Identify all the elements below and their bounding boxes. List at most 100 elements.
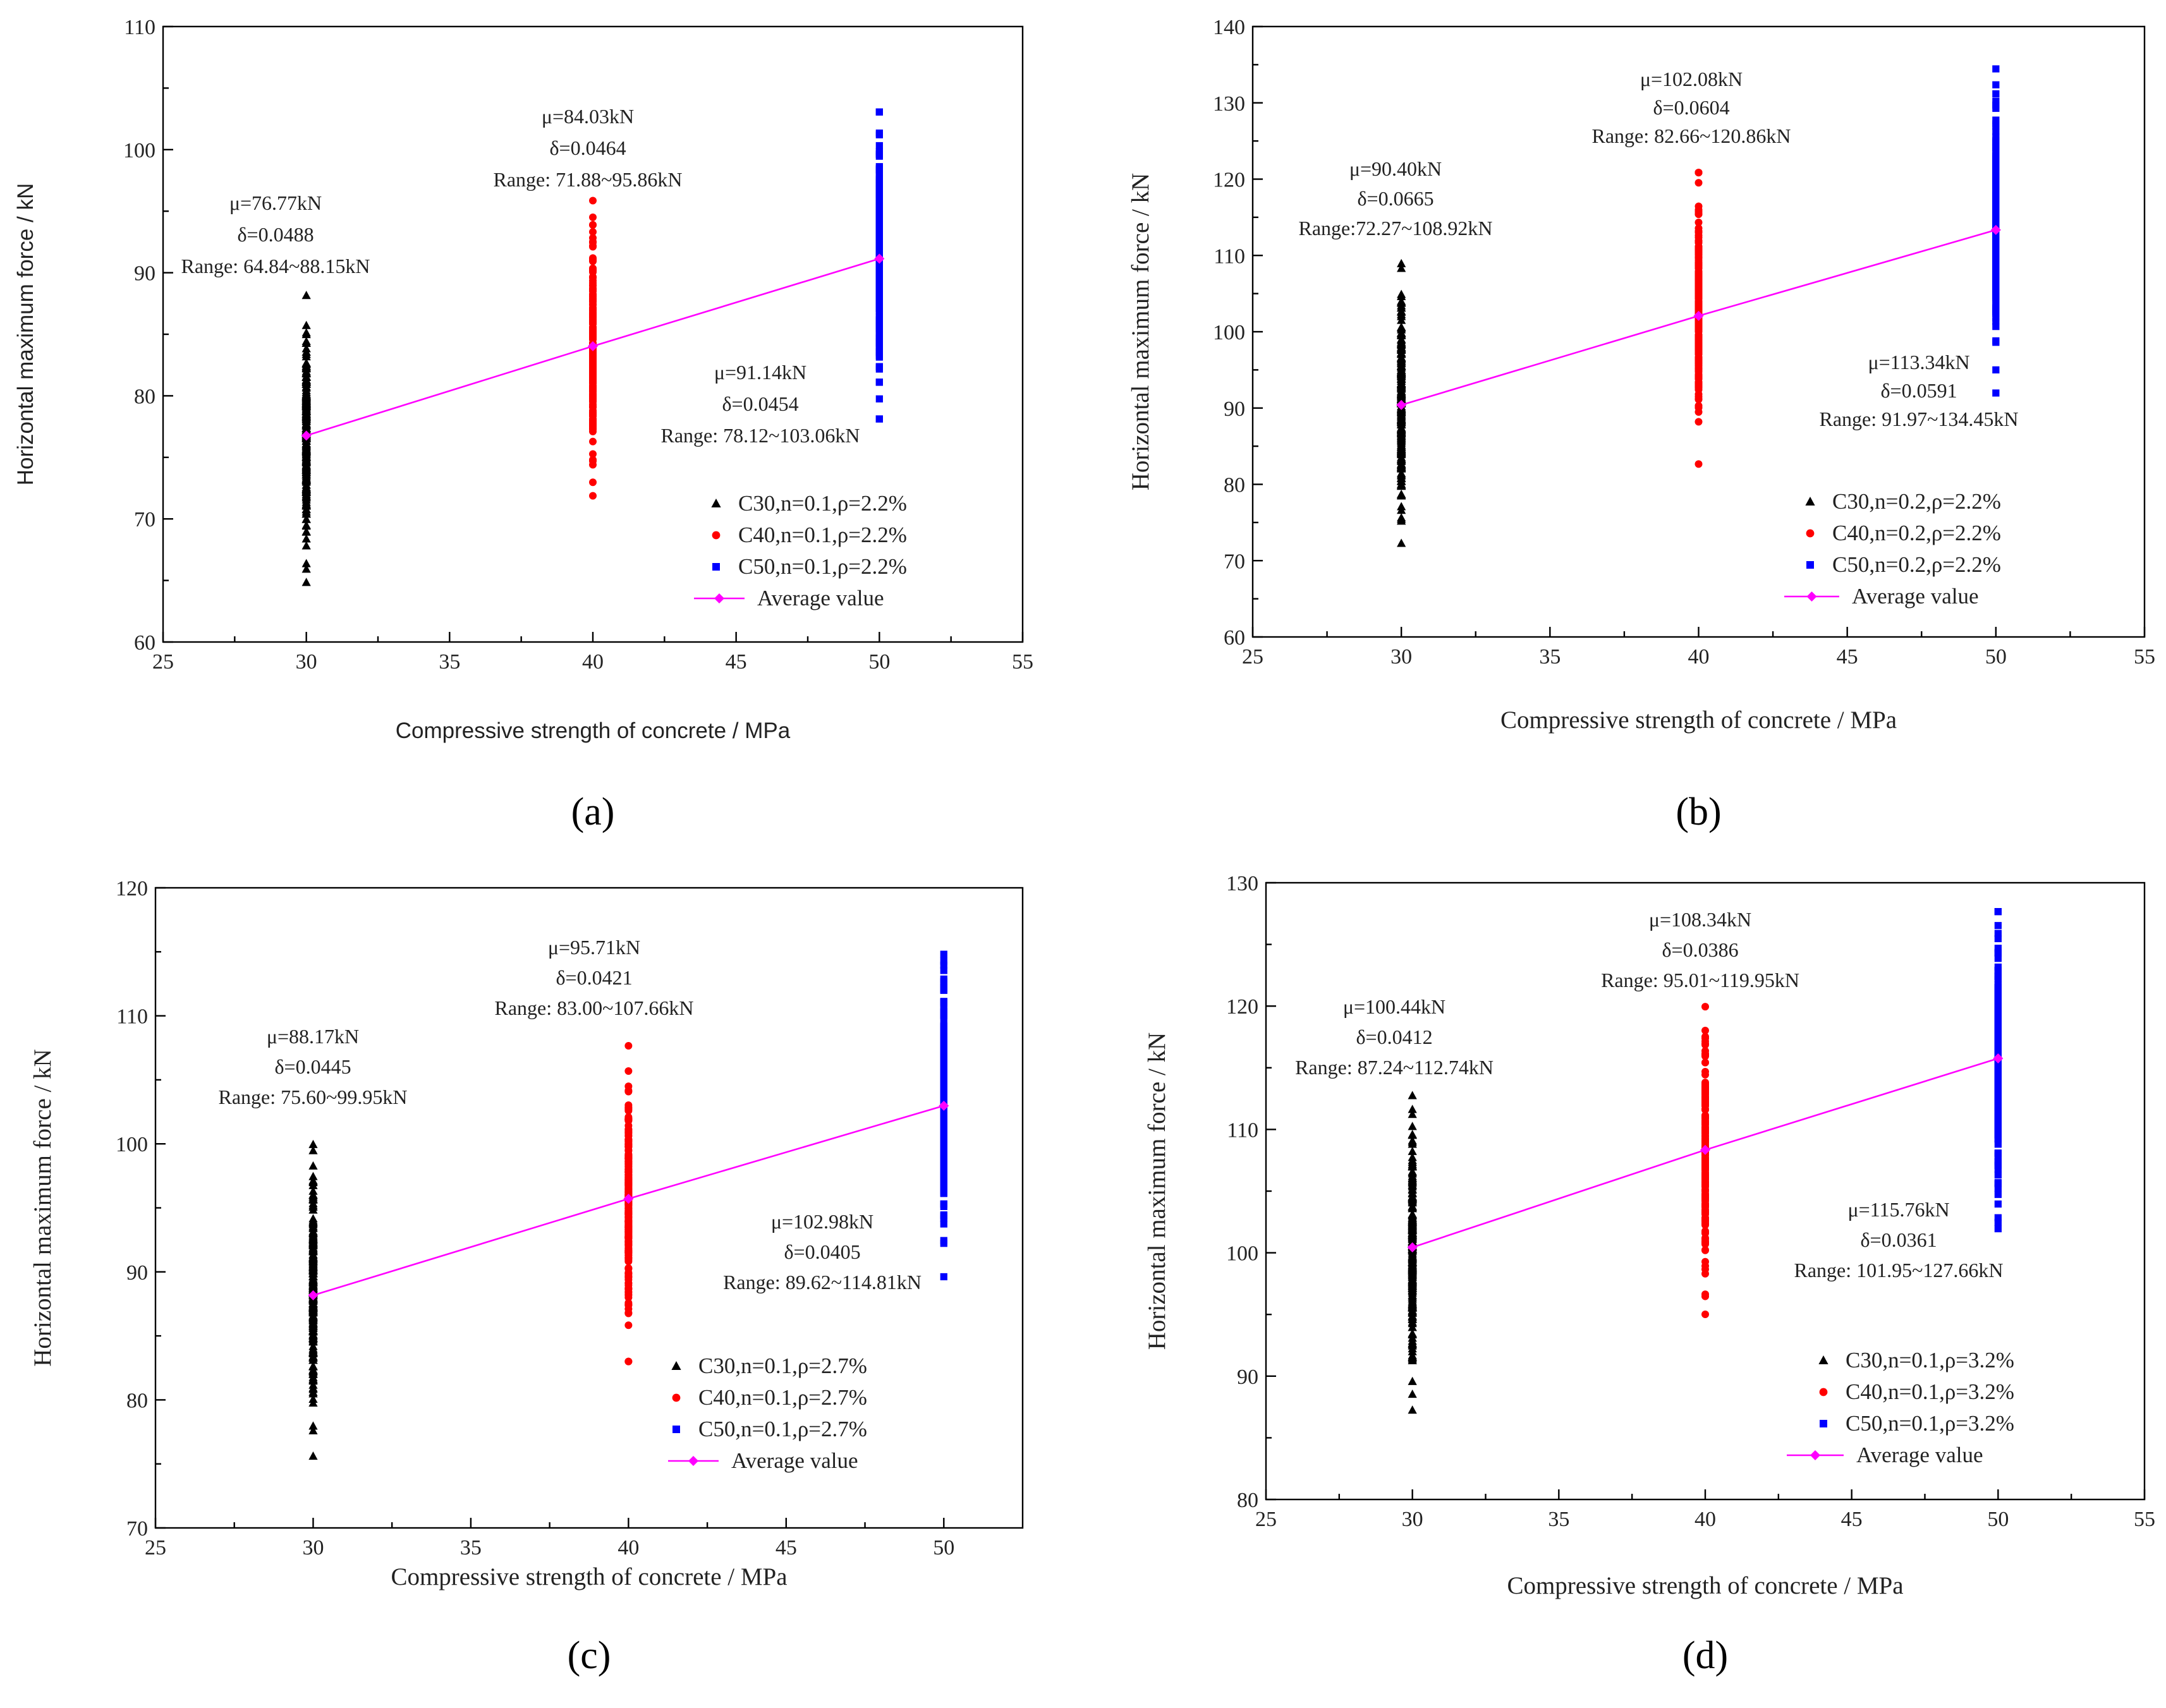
data-point bbox=[1408, 1219, 1417, 1228]
average-point bbox=[623, 1194, 634, 1204]
data-point bbox=[624, 1291, 633, 1299]
annotation-line: Range: 91.97~134.45kN bbox=[1819, 408, 2018, 430]
data-point bbox=[875, 129, 883, 137]
data-point bbox=[1994, 1161, 2002, 1169]
data-point bbox=[589, 403, 597, 411]
data-point bbox=[308, 1353, 318, 1362]
data-point bbox=[1397, 330, 1406, 339]
legend-average-label: Average value bbox=[1852, 584, 1978, 609]
data-point bbox=[1408, 1228, 1417, 1237]
data-point bbox=[301, 400, 311, 409]
data-point bbox=[1397, 258, 1406, 267]
data-point bbox=[875, 363, 883, 371]
y-tick-label: 90 bbox=[1224, 397, 1245, 421]
data-point bbox=[1994, 1184, 2002, 1192]
data-point bbox=[875, 217, 883, 224]
legend-average-marker bbox=[1810, 1450, 1820, 1460]
data-point bbox=[624, 1171, 633, 1179]
data-point bbox=[875, 237, 883, 245]
data-point bbox=[1694, 385, 1703, 394]
legend-average-label: Average value bbox=[731, 1448, 858, 1473]
x-tick-label: 55 bbox=[2134, 1508, 2155, 1531]
data-point bbox=[589, 437, 597, 445]
data-point bbox=[1992, 221, 2000, 228]
data-point bbox=[875, 305, 883, 312]
data-point bbox=[1408, 1237, 1417, 1245]
data-point bbox=[940, 1076, 947, 1084]
data-point bbox=[875, 233, 883, 241]
legend: C30,n=0.1,ρ=2.2% C40,n=0.1,ρ=2.2% C50,n=0.… bbox=[694, 491, 907, 610]
data-point bbox=[301, 564, 311, 573]
data-point bbox=[1408, 1264, 1417, 1273]
data-point bbox=[1992, 366, 2000, 373]
data-point bbox=[1694, 404, 1703, 412]
annotation-line: Range: 95.01~119.95kN bbox=[1601, 969, 1799, 991]
data-point bbox=[875, 244, 883, 251]
annotation-line: Range: 83.00~107.66kN bbox=[494, 996, 693, 1019]
data-point bbox=[1701, 1246, 1709, 1254]
data-point bbox=[589, 266, 597, 274]
x-tick-label: 55 bbox=[1012, 650, 1033, 674]
data-point bbox=[308, 1421, 318, 1430]
data-point bbox=[1994, 1036, 2002, 1045]
c30-series bbox=[1408, 1091, 1417, 1414]
data-point bbox=[875, 108, 883, 116]
data-point bbox=[1397, 303, 1406, 312]
legend: C30,n=0.1,ρ=3.2% C40,n=0.1,ρ=3.2% C50,n=0.… bbox=[1787, 1348, 2014, 1467]
average-point bbox=[588, 341, 598, 351]
data-point bbox=[1994, 1079, 2002, 1087]
data-point bbox=[1992, 289, 2000, 297]
data-point bbox=[1694, 179, 1703, 187]
x-tick-label: 25 bbox=[152, 650, 174, 674]
data-point bbox=[301, 344, 311, 353]
data-point bbox=[1994, 991, 2002, 999]
x-tick-label: 25 bbox=[145, 1536, 166, 1560]
data-point bbox=[1408, 1278, 1417, 1287]
x-axis-title: Compressive strength of concrete / MPa bbox=[1507, 1572, 1903, 1599]
average-point bbox=[308, 1290, 319, 1300]
data-point bbox=[940, 967, 947, 974]
y-tick-label: 110 bbox=[1227, 1118, 1258, 1142]
average-point bbox=[1990, 224, 2001, 235]
data-point bbox=[1994, 922, 2002, 930]
data-point bbox=[1992, 167, 2000, 175]
y-tick-label: 70 bbox=[126, 1517, 148, 1541]
c50-series bbox=[1994, 908, 2002, 1233]
data-point bbox=[1397, 460, 1406, 469]
data-point bbox=[308, 1177, 318, 1185]
data-point bbox=[1701, 1067, 1709, 1075]
data-point bbox=[1994, 948, 2002, 956]
data-point bbox=[308, 1186, 318, 1195]
data-point bbox=[1397, 420, 1406, 429]
x-tick-label: 50 bbox=[1985, 645, 2007, 669]
data-point bbox=[301, 461, 311, 470]
chart-panel-c: 25 30 35 40 45 50 70 80 90 100 110 120 Compressive s… bbox=[29, 877, 1024, 1677]
data-point bbox=[1992, 257, 2000, 265]
x-axis-title: Compressive strength of concrete / MPa bbox=[1500, 706, 1897, 734]
data-point bbox=[875, 333, 883, 341]
c40-annotation: μ=102.08kN δ=0.0604 Range: 82.66~120.86kN bbox=[1591, 68, 1791, 147]
data-point bbox=[1408, 1105, 1417, 1113]
data-point bbox=[308, 1300, 318, 1309]
data-point bbox=[1701, 1190, 1709, 1199]
data-point bbox=[1408, 1290, 1417, 1299]
annotation-line: δ=0.0361 bbox=[1860, 1228, 1937, 1251]
legend-c50-label: C50,n=0.1,ρ=2.2% bbox=[738, 554, 907, 579]
x-axis-title: Compressive strength of concrete / MPa bbox=[391, 1563, 787, 1590]
average-series bbox=[1407, 1053, 2004, 1253]
y-tick-label: 60 bbox=[1224, 626, 1245, 650]
data-point bbox=[624, 1122, 633, 1130]
data-point bbox=[1397, 358, 1406, 367]
data-point bbox=[875, 166, 883, 173]
data-point bbox=[1701, 1154, 1709, 1163]
data-point bbox=[940, 1081, 947, 1089]
data-point bbox=[940, 1008, 947, 1016]
data-point bbox=[1992, 97, 2000, 105]
data-point bbox=[1994, 1021, 2002, 1029]
data-point bbox=[624, 1272, 633, 1280]
data-point bbox=[624, 1357, 633, 1366]
data-point bbox=[1701, 1311, 1709, 1319]
data-point bbox=[301, 507, 311, 516]
data-point bbox=[875, 142, 883, 150]
x-tick-label: 45 bbox=[776, 1536, 797, 1560]
